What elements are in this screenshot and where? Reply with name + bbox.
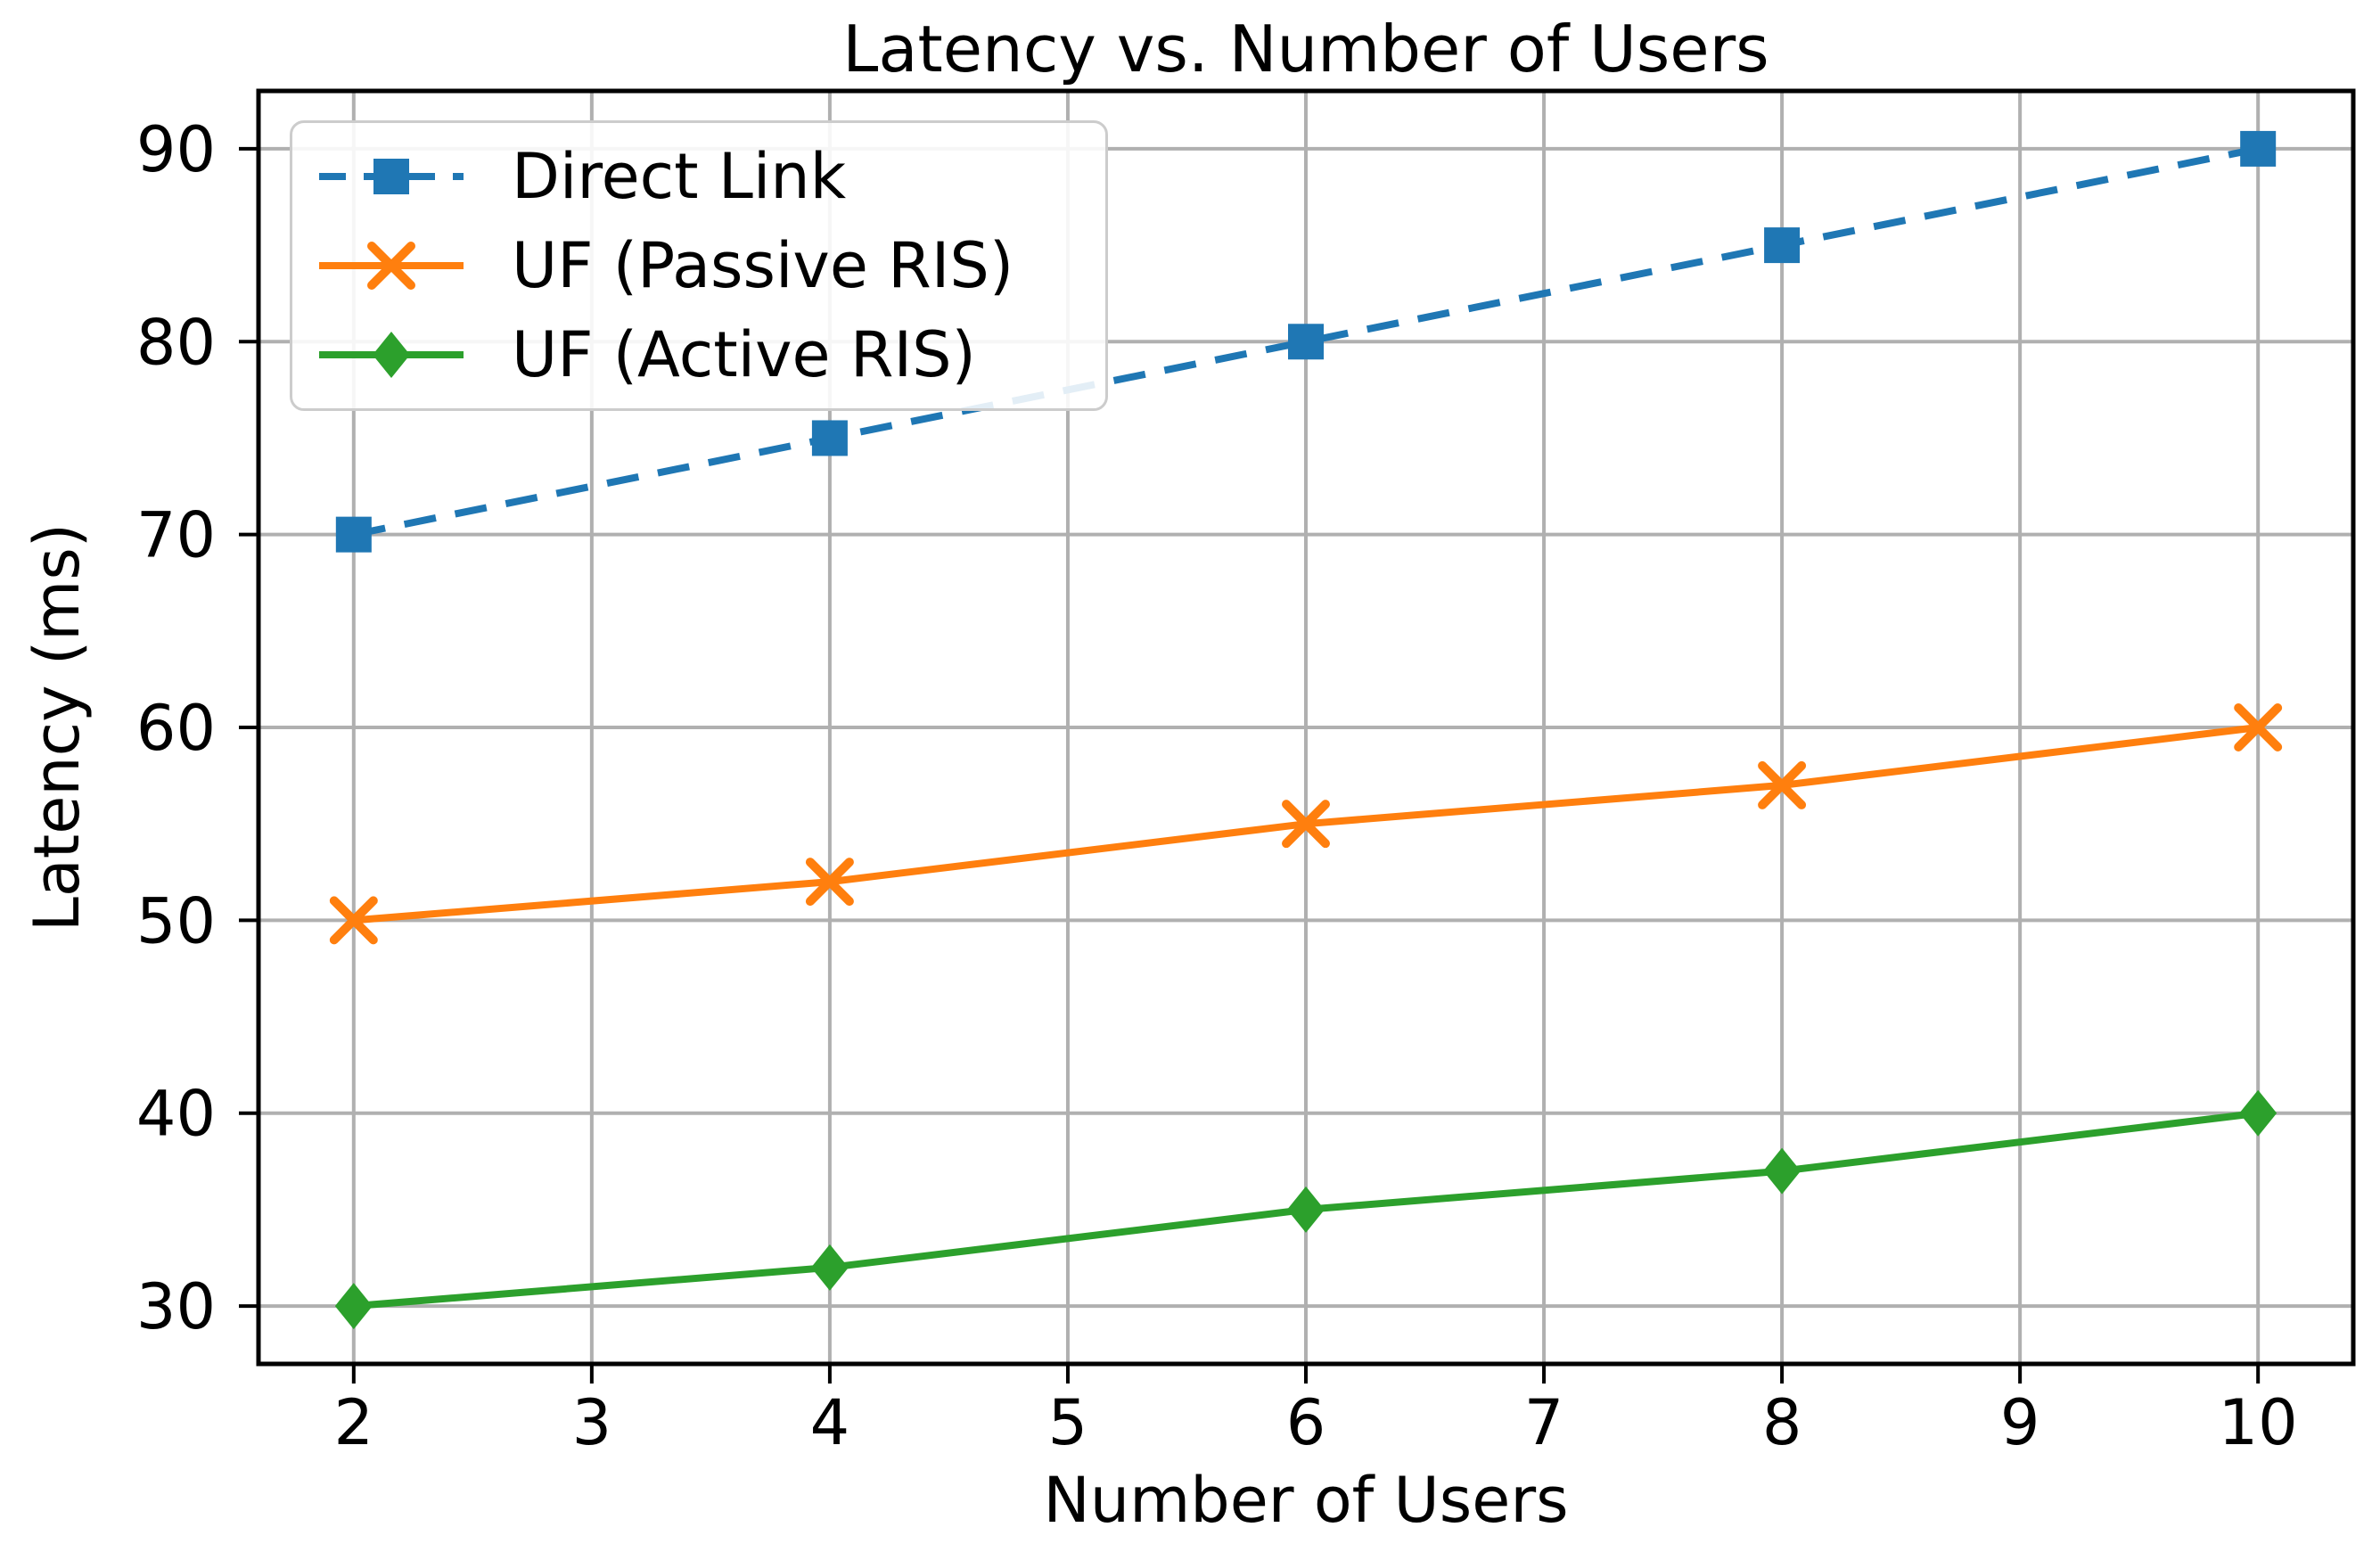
tick-marks [239, 146, 2261, 1384]
x-tick-label: 10 [2219, 1386, 2298, 1459]
x-tick-label: 5 [1048, 1386, 1088, 1459]
legend-sample-direct-link [319, 159, 464, 194]
marker-diamond [1763, 1147, 1801, 1195]
x-tick-label: 3 [572, 1386, 612, 1459]
marker-diamond [810, 1244, 849, 1291]
marker-square [811, 420, 848, 456]
marker-x [1282, 800, 1330, 849]
marker-x [1758, 760, 1807, 809]
marker-square [335, 516, 372, 553]
marker-diamond [2239, 1089, 2277, 1137]
x-axis-label: Number of Users [1043, 1464, 1569, 1537]
marker-square [2240, 130, 2277, 167]
legend-sample-uf-passive-ris [319, 242, 464, 290]
marker-square [1288, 324, 1324, 360]
legend-label: UF (Passive RIS) [512, 229, 1014, 302]
marker-x [329, 896, 378, 945]
series-uf-active-ris [334, 1089, 2277, 1330]
y-tick-label: 70 [136, 499, 216, 572]
tick-labels: 2 3 4 5 6 7 8 9 10 30 40 50 60 70 80 90 [136, 113, 2298, 1459]
chart-title: Latency vs. Number of Users [842, 12, 1769, 86]
y-tick-label: 50 [136, 884, 216, 957]
x-tick-label: 4 [810, 1386, 850, 1459]
series-direct-link [335, 130, 2277, 553]
legend-item-uf-passive-ris: UF (Passive RIS) [316, 221, 1070, 310]
legend-label: UF (Active RIS) [512, 318, 976, 391]
marker-x [367, 242, 415, 290]
marker-diamond [1287, 1186, 1325, 1233]
legend-label: Direct Link [512, 140, 847, 213]
marker-diamond [373, 332, 410, 378]
y-tick-label: 30 [136, 1270, 216, 1343]
y-tick-label: 90 [136, 113, 216, 186]
x-tick-label: 9 [2000, 1386, 2040, 1459]
x-tick-label: 6 [1286, 1386, 1326, 1459]
legend-sample-uf-active-ris [319, 332, 464, 378]
x-tick-label: 7 [1524, 1386, 1564, 1459]
y-axis-label: Latency (ms) [21, 522, 94, 932]
x-tick-label: 2 [334, 1386, 374, 1459]
legend-item-direct-link: Direct Link [316, 132, 1070, 221]
y-tick-label: 40 [136, 1078, 216, 1151]
series-uf-passive-ris [329, 703, 2283, 945]
y-tick-label: 80 [136, 306, 216, 379]
x-tick-label: 8 [1762, 1386, 1802, 1459]
legend-item-uf-active-ris: UF (Active RIS) [316, 310, 1070, 399]
marker-square [373, 159, 409, 194]
series-line [353, 144, 2259, 538]
gridlines [259, 91, 2353, 1364]
marker-x [2234, 703, 2283, 751]
marker-diamond [334, 1283, 373, 1330]
marker-square [1764, 227, 1801, 264]
y-tick-label: 60 [136, 692, 216, 765]
marker-x [805, 858, 854, 907]
legend: Direct Link UF (Passive RIS) UF (Active RI… [290, 120, 1108, 411]
